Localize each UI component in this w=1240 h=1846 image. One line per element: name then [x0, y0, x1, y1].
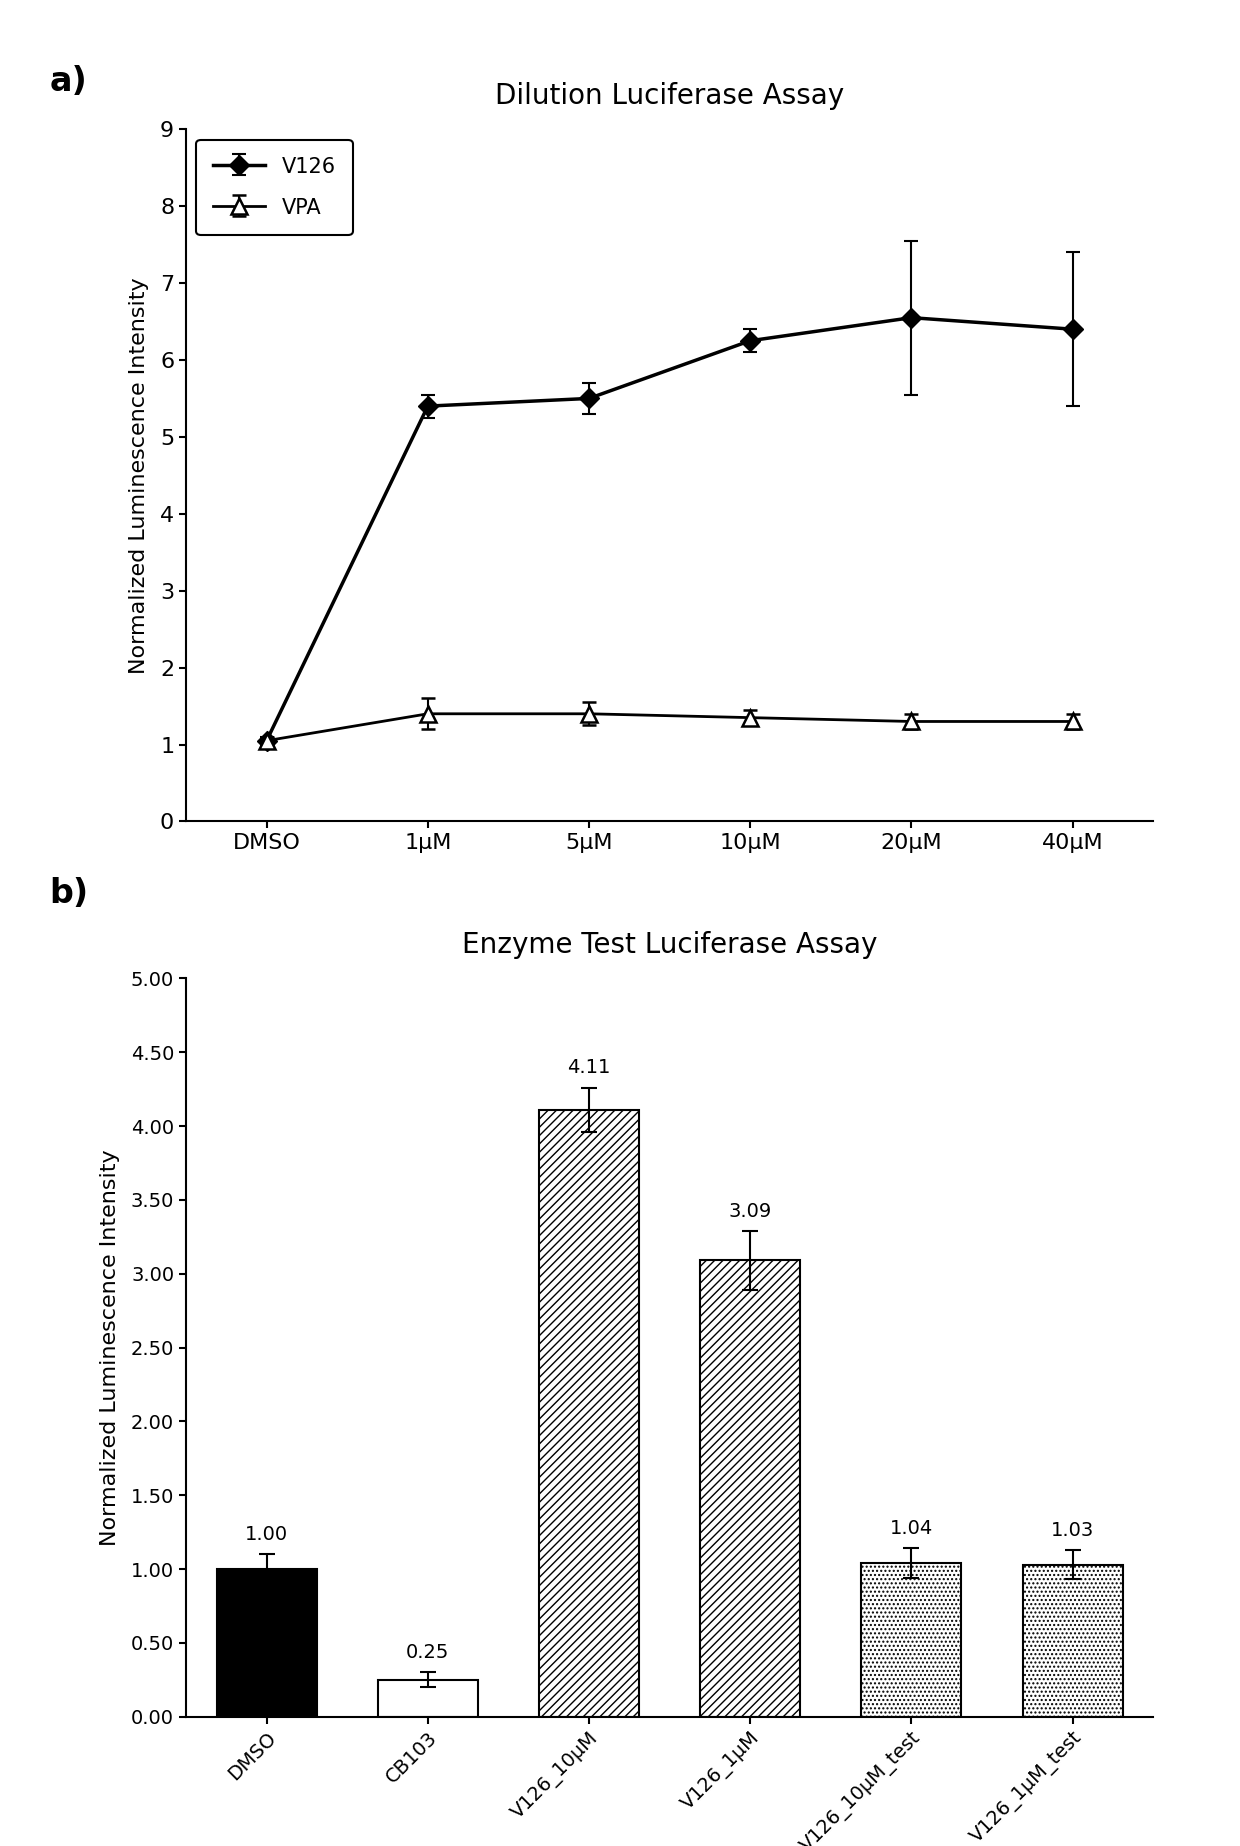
Title: Enzyme Test Luciferase Assay: Enzyme Test Luciferase Assay	[463, 932, 877, 960]
Text: 4.11: 4.11	[568, 1058, 610, 1078]
Bar	[539, 1109, 639, 1717]
Bar	[1023, 1565, 1122, 1717]
Title: Dilution Luciferase Assay: Dilution Luciferase Assay	[495, 83, 844, 111]
Text: 1.03: 1.03	[1052, 1521, 1094, 1540]
Bar	[701, 1261, 800, 1717]
Text: 3.09: 3.09	[729, 1202, 771, 1220]
Text: 1.00: 1.00	[246, 1525, 288, 1543]
Text: a): a)	[50, 65, 87, 98]
Y-axis label: Normalized Luminescence Intensity: Normalized Luminescence Intensity	[129, 277, 149, 674]
Text: 0.25: 0.25	[407, 1643, 449, 1661]
Text: 1.04: 1.04	[890, 1519, 932, 1538]
Text: b): b)	[50, 877, 89, 910]
Y-axis label: Normalized Luminescence Intensity: Normalized Luminescence Intensity	[99, 1150, 120, 1545]
Bar	[862, 1564, 961, 1717]
Legend: V126, VPA: V126, VPA	[196, 140, 352, 234]
Bar	[378, 1680, 477, 1717]
Bar	[217, 1569, 316, 1717]
